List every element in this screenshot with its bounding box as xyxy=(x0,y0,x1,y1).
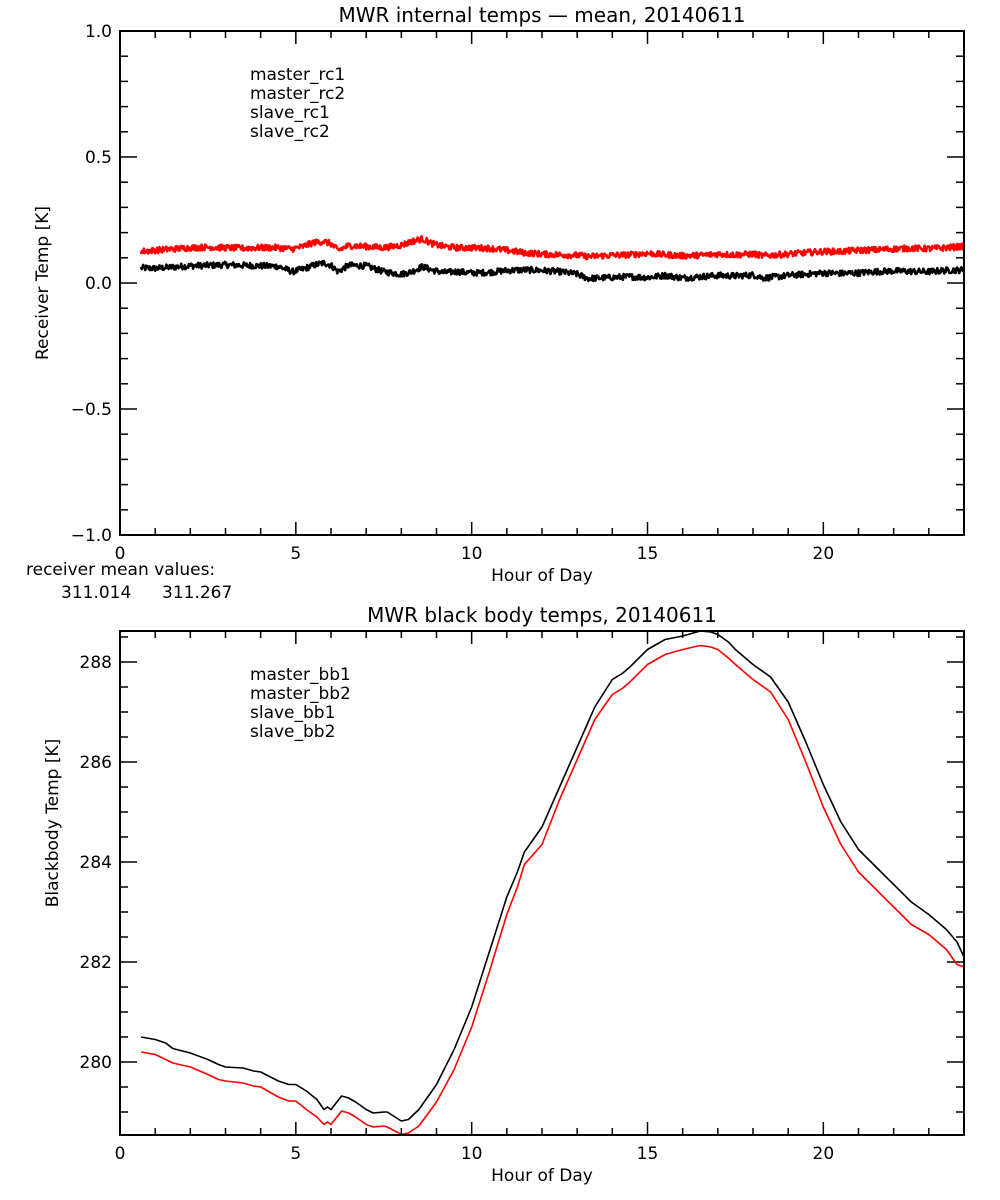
y-tick-label: 1.0 xyxy=(85,22,112,42)
legend-entry: slave_rc1 xyxy=(250,103,330,123)
legend: master_rc1 master_rc2 slave_rc1 slave_rc… xyxy=(250,65,345,142)
x-tick-label: 10 xyxy=(461,1144,483,1164)
receiver-mean-value: 311.014 xyxy=(61,583,131,603)
series-layer xyxy=(140,630,965,1136)
y-tick-label: 0.0 xyxy=(85,274,112,294)
series-line-master-bb1 xyxy=(140,630,965,1122)
y-tick-label: 280 xyxy=(80,1053,112,1073)
y-tick-label: 284 xyxy=(80,853,112,873)
series-line-master-bb2 xyxy=(140,644,965,1136)
x-tick-label: 0 xyxy=(115,1144,126,1164)
y-tick-label: 0.5 xyxy=(85,148,112,168)
legend: master_bb1 master_bb2 slave_bb1 slave_bb… xyxy=(250,665,351,742)
x-tick-label: 10 xyxy=(461,544,483,564)
y-tick-label: −1.0 xyxy=(71,526,112,546)
y-axis-label: Receiver Temp [K] xyxy=(33,206,53,360)
y-tick-label: 288 xyxy=(80,653,112,673)
y-tick-label: −0.5 xyxy=(71,400,112,420)
chart-title: MWR black body temps, 20140611 xyxy=(367,603,717,627)
x-tick-label: 20 xyxy=(813,1144,835,1164)
legend-entry: slave_rc2 xyxy=(250,122,330,142)
chart-title: MWR internal temps — mean, 20140611 xyxy=(338,3,745,27)
series-line-master-rc1 xyxy=(139,259,965,283)
y-tick-label: 282 xyxy=(80,953,112,973)
x-tick-label: 15 xyxy=(637,544,659,564)
axis-ticks: 0 5 10 15 20 280 282 284 286 288 xyxy=(80,631,965,1164)
legend-entry: slave_bb1 xyxy=(250,703,335,723)
blackbody-temp-panel: MWR black body temps, 20140611 0 5 10 15 20 2… xyxy=(43,603,965,1186)
x-tick-label: 5 xyxy=(290,544,301,564)
series-line-master-rc2 xyxy=(139,235,966,261)
receiver-mean-label: receiver mean values: xyxy=(26,560,215,580)
legend-entry: master_rc2 xyxy=(250,84,345,104)
legend-entry: master_bb1 xyxy=(250,665,351,685)
legend-entry: master_rc1 xyxy=(250,65,345,85)
axis-ticks: 0 5 10 15 20 −1.0 −0.5 0.0 0.5 1.0 xyxy=(71,22,965,564)
series-layer xyxy=(139,235,966,283)
plot-frame xyxy=(119,630,965,1136)
receiver-temp-panel: MWR internal temps — mean, 20140611 0 5 10… xyxy=(26,3,966,603)
x-tick-label: 0 xyxy=(115,544,126,564)
y-tick-label: 286 xyxy=(80,753,112,773)
x-tick-label: 20 xyxy=(813,544,835,564)
legend-entry: slave_bb2 xyxy=(250,722,335,742)
x-tick-label: 5 xyxy=(290,1144,301,1164)
legend-entry: master_bb2 xyxy=(250,684,351,704)
x-tick-label: 15 xyxy=(637,1144,659,1164)
y-axis-label: Blackbody Temp [K] xyxy=(43,739,63,908)
x-axis-label: Hour of Day xyxy=(491,1166,593,1186)
x-axis-label: Hour of Day xyxy=(491,566,593,586)
receiver-mean-value: 311.267 xyxy=(162,583,232,603)
plot-frame xyxy=(119,30,965,536)
